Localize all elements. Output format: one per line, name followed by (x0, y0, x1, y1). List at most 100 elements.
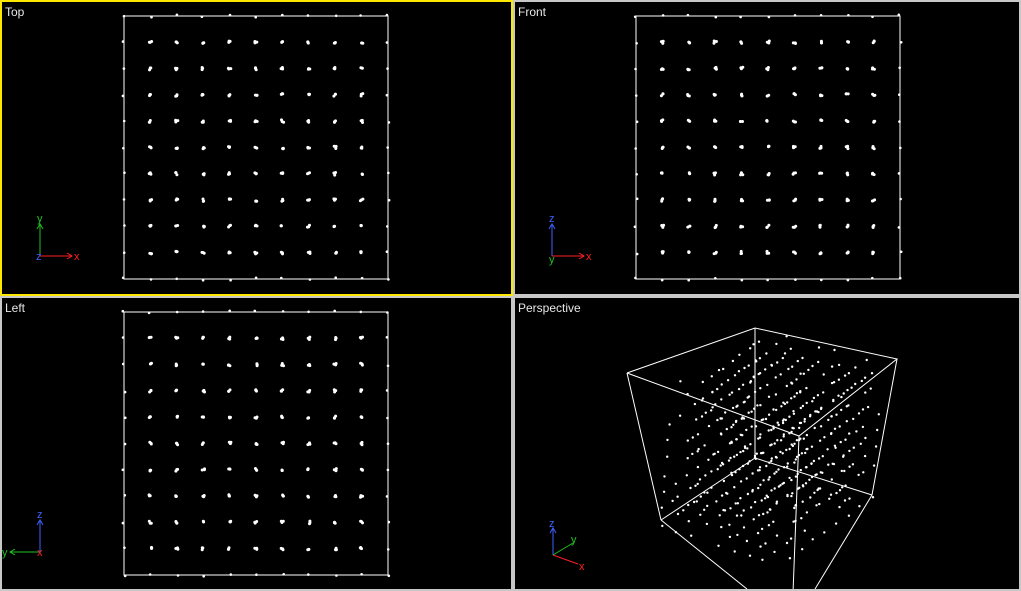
point (768, 461, 771, 464)
point (387, 278, 390, 281)
point (898, 120, 901, 123)
point (830, 478, 833, 481)
point (819, 118, 823, 122)
point (334, 276, 338, 280)
point (790, 443, 793, 446)
point (307, 310, 310, 314)
point (706, 491, 709, 494)
point (662, 490, 666, 493)
point (686, 93, 690, 96)
point (254, 442, 258, 446)
point (334, 14, 338, 18)
point (822, 373, 825, 376)
point (740, 252, 743, 255)
point (123, 574, 127, 578)
point (334, 147, 338, 150)
point (387, 171, 390, 175)
viewport-left-canvas[interactable]: z y x (2, 298, 511, 589)
viewport-front-label[interactable]: Front (518, 5, 547, 19)
point (122, 14, 126, 18)
point (200, 120, 204, 124)
point (713, 199, 717, 203)
point (335, 574, 338, 577)
point (766, 278, 769, 282)
point (854, 366, 857, 369)
point (788, 476, 791, 480)
viewport-top-label[interactable]: Top (5, 5, 25, 19)
point (148, 119, 152, 122)
point (734, 420, 738, 424)
viewport-left-label[interactable]: Left (5, 301, 26, 315)
point (767, 429, 770, 432)
point (228, 467, 232, 471)
axis-y-label: y (2, 547, 8, 559)
point (705, 522, 709, 526)
viewport-front-canvas[interactable]: z x y (515, 2, 1019, 294)
point (821, 455, 824, 458)
point (279, 546, 283, 550)
point (842, 455, 845, 458)
point (333, 521, 337, 525)
point (790, 382, 794, 385)
point (150, 252, 153, 256)
point (720, 525, 723, 529)
viewport-front[interactable]: Front z x y (513, 0, 1021, 296)
point (776, 421, 779, 424)
axis-x-label: x (74, 251, 80, 263)
point (764, 542, 767, 545)
viewport-perspective-label[interactable]: Perspective (518, 301, 581, 315)
point (899, 250, 903, 254)
point (713, 93, 717, 97)
point (150, 545, 153, 549)
point (740, 197, 743, 201)
point (797, 487, 800, 490)
point (728, 393, 731, 396)
point (736, 502, 740, 505)
point (200, 548, 204, 552)
point (811, 400, 814, 403)
point (817, 487, 820, 490)
point (838, 425, 841, 428)
point (307, 338, 311, 341)
point (334, 548, 337, 552)
viewport-perspective[interactable]: Perspective z x y (513, 296, 1021, 591)
point (832, 381, 836, 384)
point (743, 400, 746, 403)
point (279, 67, 283, 71)
viewport-perspective-canvas[interactable]: z x y (515, 298, 1019, 589)
point (777, 423, 780, 427)
point (332, 362, 336, 366)
point (848, 449, 851, 453)
point (802, 372, 805, 375)
point (798, 426, 801, 430)
point (361, 92, 365, 96)
point (871, 145, 875, 148)
point (149, 521, 153, 525)
viewport-top[interactable]: Top y x z (0, 0, 513, 296)
point (718, 514, 721, 517)
point (361, 521, 364, 525)
point (308, 223, 311, 227)
point (899, 41, 903, 44)
point (742, 509, 745, 512)
point (897, 172, 901, 175)
point (686, 439, 689, 442)
point (228, 13, 232, 17)
point (361, 468, 364, 472)
point (768, 476, 771, 479)
point (795, 439, 799, 442)
point (785, 335, 788, 338)
viewport-top-canvas[interactable]: y x z (2, 2, 511, 294)
axis-y-label: y (37, 213, 43, 225)
point (865, 358, 868, 362)
point (710, 470, 713, 473)
point (733, 455, 736, 458)
point (703, 508, 706, 511)
point (846, 388, 849, 392)
point (720, 398, 723, 401)
point (714, 277, 717, 280)
point (845, 67, 849, 71)
viewport-left[interactable]: Left z y x (0, 296, 513, 591)
point (796, 472, 799, 476)
point (123, 390, 127, 394)
